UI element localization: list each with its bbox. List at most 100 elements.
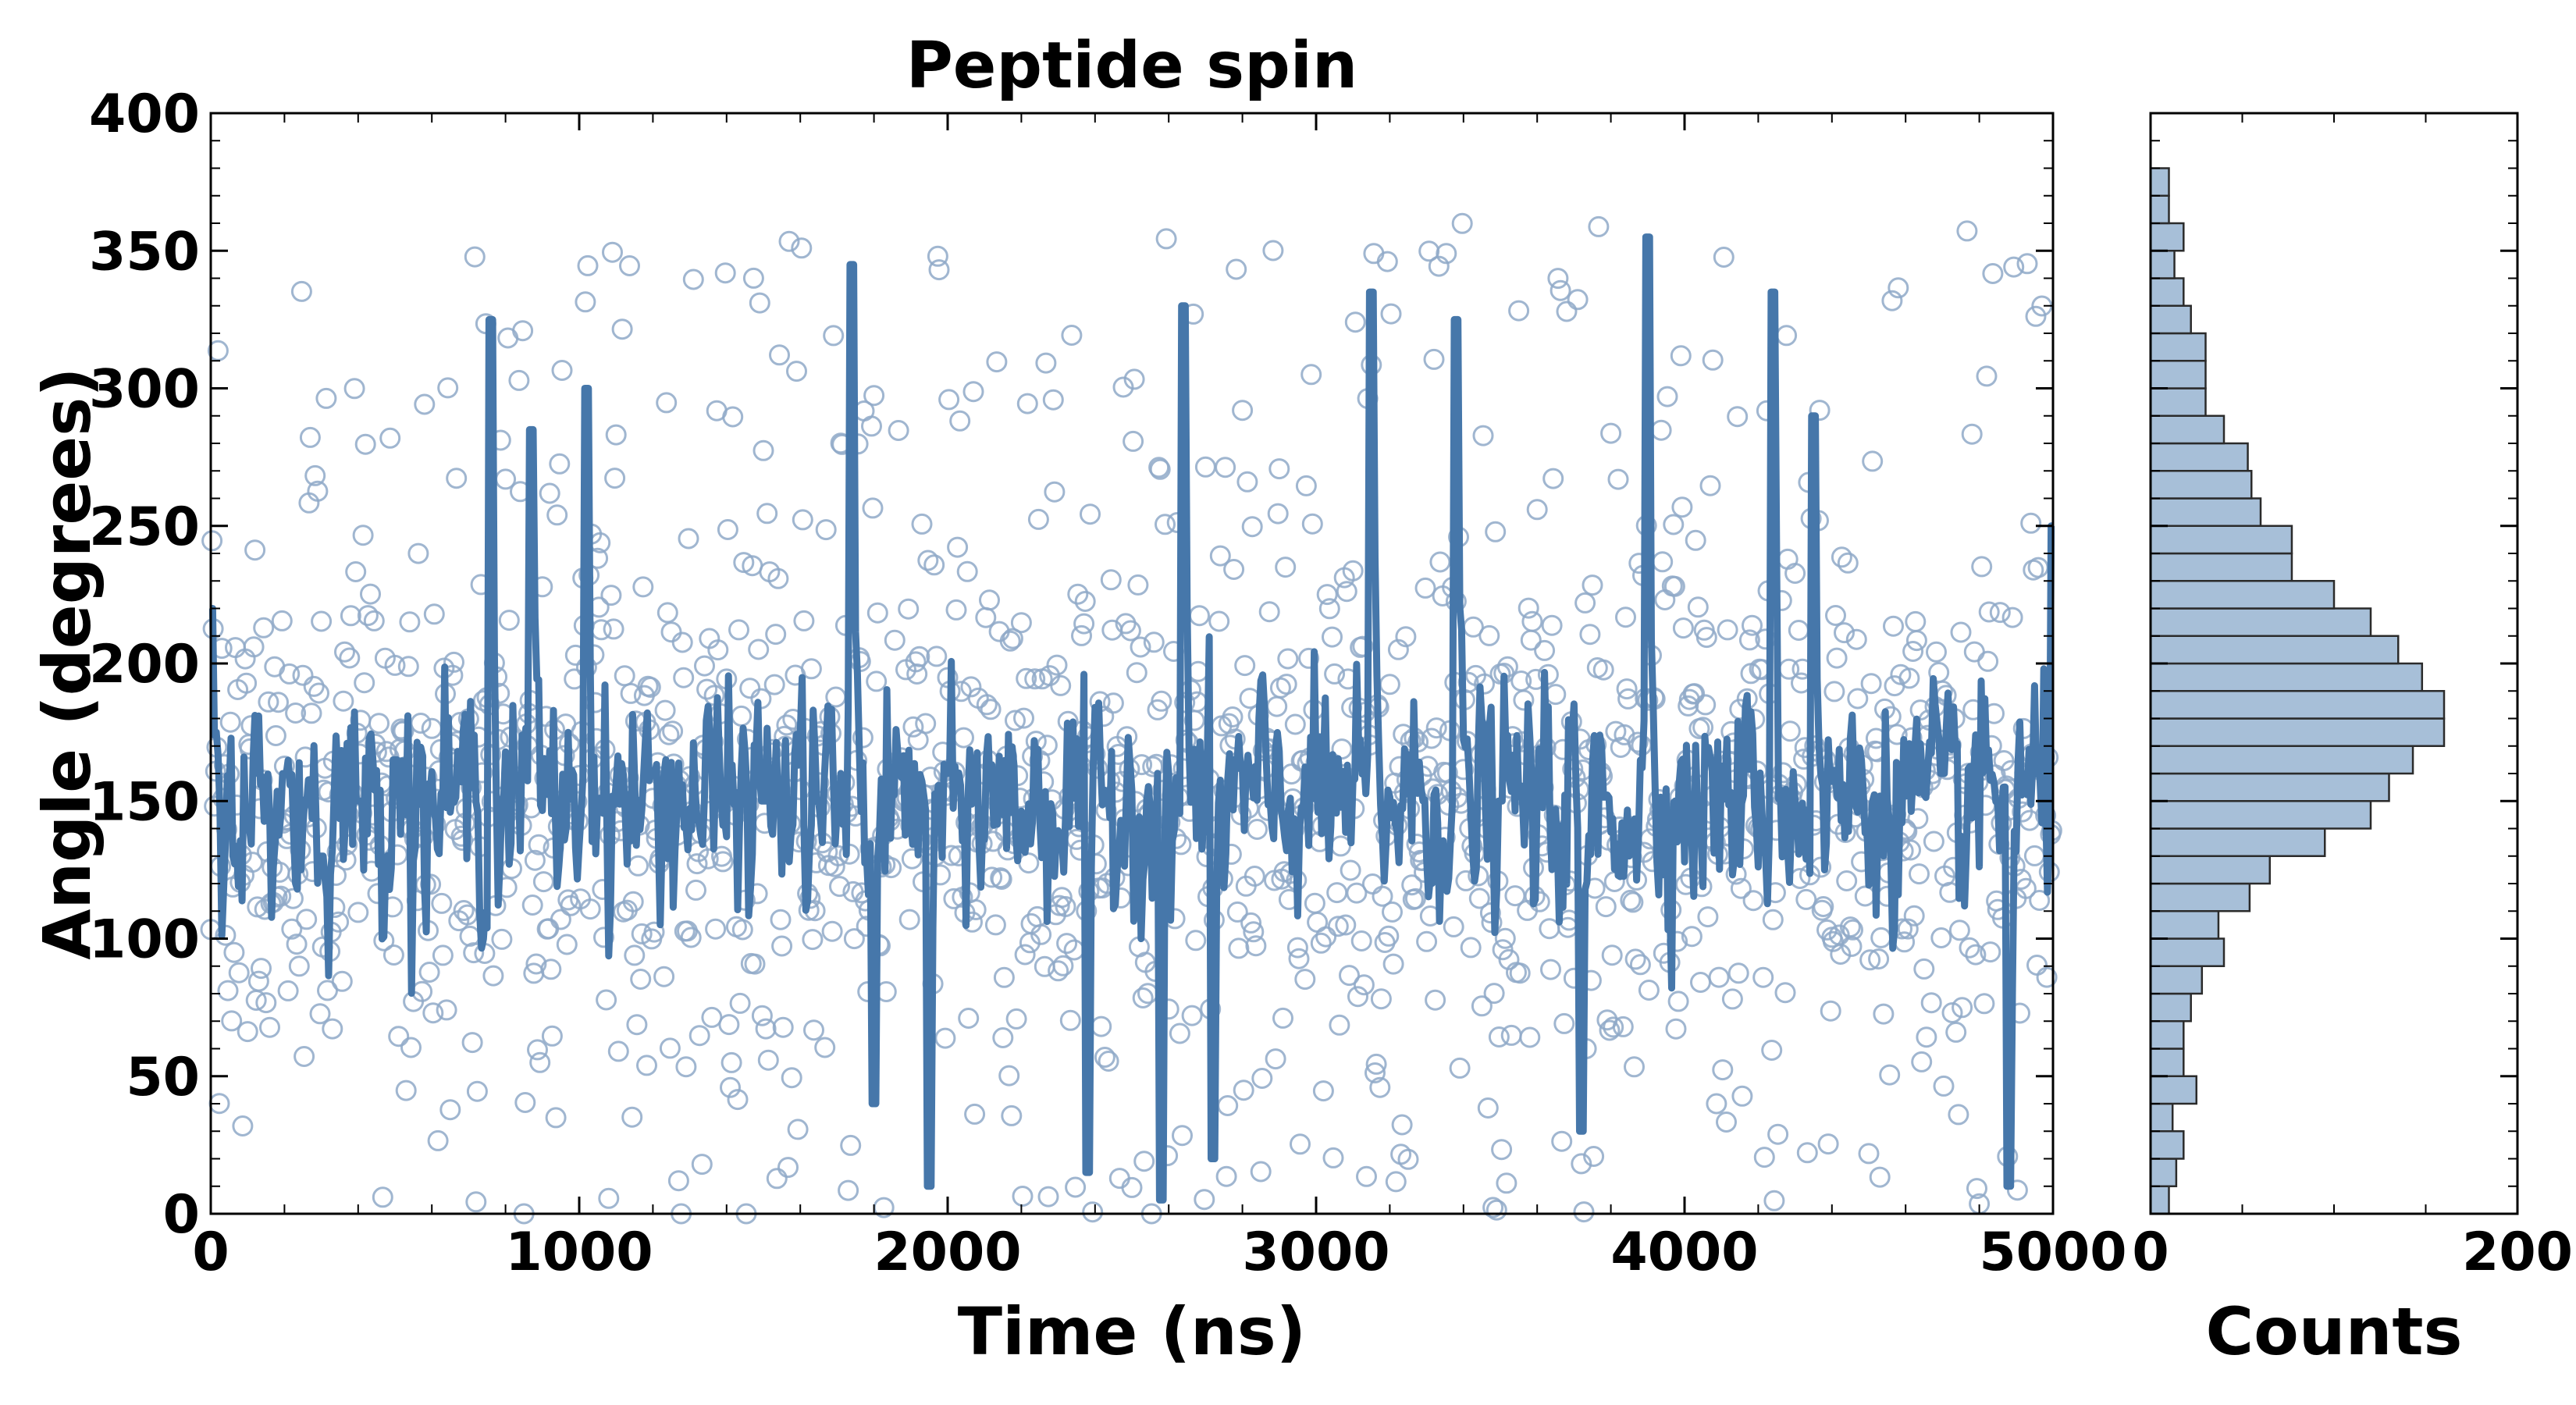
scatter-point (1622, 891, 1644, 913)
scatter-point (862, 497, 884, 519)
scatter-point (1582, 574, 1603, 596)
scatter-point (1930, 927, 1952, 948)
scatter-point (532, 871, 554, 893)
scatter-point (603, 618, 624, 640)
scatter-point (696, 678, 718, 700)
scatter-point (1547, 268, 1569, 290)
scatter-point (1763, 1190, 1785, 1211)
scatter-point (1950, 621, 1972, 643)
scatter-point (1272, 1007, 1293, 1029)
scatter-point (1222, 706, 1244, 727)
scatter-point (357, 605, 379, 627)
scatter-point (1627, 731, 1649, 753)
scatter-point (282, 887, 304, 909)
scatter-point (739, 678, 761, 699)
scatter-point (1592, 659, 1614, 681)
scatter-point (1624, 948, 1646, 970)
scatter-point (1966, 1178, 1987, 1200)
scatter-point (1056, 933, 1078, 955)
scatter-point (1380, 303, 1402, 325)
scatter-point (1784, 563, 1806, 584)
scatter-point (384, 654, 406, 676)
scatter-point (304, 464, 326, 486)
scatter-point (1860, 673, 1882, 695)
scatter-point (1916, 1026, 1937, 1048)
scatter-point (1731, 1085, 1753, 1107)
scatter-point (707, 639, 729, 661)
histogram-bar (2149, 635, 2400, 665)
x-tick-label: 3000 (1242, 1222, 1389, 1283)
scatter-point (1232, 400, 1254, 422)
scatter-point (763, 674, 785, 695)
scatter-point (1695, 694, 1717, 716)
scatter-point (551, 360, 573, 381)
scatter-point (1046, 654, 1068, 676)
scatter-point (793, 610, 815, 631)
scatter-point (1055, 896, 1076, 917)
scatter-point (1275, 557, 1297, 578)
scatter-point (770, 909, 792, 930)
scatter-point (986, 351, 1008, 373)
scatter-point (388, 1026, 410, 1048)
y-tick-label: 0 (163, 1184, 200, 1246)
scatter-point (1030, 923, 1052, 945)
scatter-point (598, 1187, 620, 1209)
scatter-point (1372, 885, 1393, 907)
scatter-point (1035, 352, 1057, 374)
scatter-point (1513, 689, 1535, 711)
scatter-point (757, 1049, 779, 1071)
scatter-point (1656, 386, 1678, 407)
scatter-point (949, 410, 971, 432)
scatter-point (976, 694, 998, 716)
histogram-bar (2149, 1130, 2185, 1160)
scatter-point (281, 918, 303, 940)
scatter-point (418, 962, 440, 983)
main-ticks: 0 1000 2000 3000 4000 5000 0 50 100 150 200 250 300 3… (89, 84, 2127, 1283)
scatter-point (1016, 667, 1037, 689)
scatter-point (1251, 1068, 1273, 1089)
scatter-point (1258, 601, 1280, 623)
scatter-point (1796, 1142, 1818, 1164)
scatter-point (1322, 1147, 1344, 1168)
x-tick-label: 0 (192, 1222, 229, 1283)
histogram-bar (2149, 167, 2170, 197)
scatter-point (436, 999, 457, 1021)
scatter-point (1933, 1075, 1955, 1097)
scatter-point (301, 702, 322, 724)
x-tick-label: 5000 (1979, 1222, 2126, 1283)
scatter-point (902, 716, 924, 738)
scatter-point (1397, 1148, 1419, 1170)
scatter-point (1842, 919, 1863, 941)
scatter-point (265, 725, 286, 746)
scatter-point (422, 1002, 444, 1024)
scatter-point (1250, 1161, 1272, 1183)
scatter-point (322, 1018, 343, 1040)
scatter-point (1697, 906, 1719, 928)
scatter-point (803, 1019, 824, 1041)
scatter-point (1883, 615, 1904, 637)
scatter-point (619, 255, 640, 276)
scatter-point (1414, 577, 1436, 599)
scatter-point (1862, 450, 1884, 472)
scatter-point (1460, 937, 1482, 959)
scatter-point (217, 980, 239, 1001)
scatter-point (1825, 605, 1846, 626)
scatter-point (1012, 1186, 1034, 1207)
scatter-point (1331, 738, 1353, 760)
scatter-point (286, 934, 308, 955)
scatter-point (626, 1014, 648, 1036)
histogram-bar (2149, 1048, 2185, 1077)
scatter-point (722, 406, 744, 428)
scatter-point (1318, 598, 1340, 620)
main-plot-panel: 0 1000 2000 3000 4000 5000 0 50 100 150 200 250 300 3… (29, 29, 2127, 1370)
y-tick-label: 350 (89, 221, 200, 283)
scatter-point (926, 646, 948, 667)
scatter-point (1491, 1139, 1513, 1161)
scatter-point (1903, 905, 1925, 927)
scatter-point (717, 519, 738, 540)
histogram-bar (2149, 1020, 2185, 1050)
scatter-point (1841, 936, 1863, 957)
scatter-point (753, 439, 774, 461)
scatter-point (243, 636, 265, 658)
